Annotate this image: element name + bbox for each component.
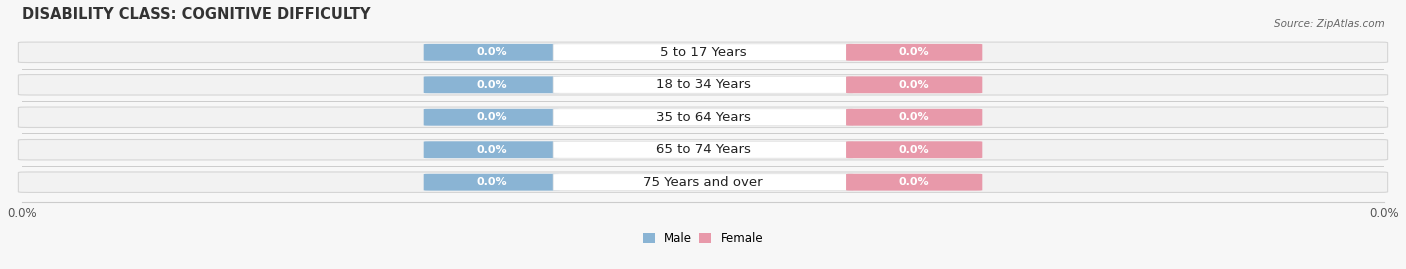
FancyBboxPatch shape: [846, 76, 983, 93]
FancyBboxPatch shape: [846, 109, 983, 126]
Text: 35 to 64 Years: 35 to 64 Years: [655, 111, 751, 124]
Text: 0.0%: 0.0%: [898, 80, 929, 90]
FancyBboxPatch shape: [553, 141, 853, 158]
FancyBboxPatch shape: [553, 76, 853, 93]
Text: DISABILITY CLASS: COGNITIVE DIFFICULTY: DISABILITY CLASS: COGNITIVE DIFFICULTY: [21, 7, 370, 22]
FancyBboxPatch shape: [423, 76, 560, 93]
FancyBboxPatch shape: [553, 44, 853, 61]
FancyBboxPatch shape: [18, 140, 1388, 160]
Text: 0.0%: 0.0%: [477, 47, 508, 57]
Text: 0.0%: 0.0%: [898, 145, 929, 155]
Text: 0.0%: 0.0%: [477, 80, 508, 90]
FancyBboxPatch shape: [18, 172, 1388, 192]
FancyBboxPatch shape: [423, 44, 560, 61]
Text: 5 to 17 Years: 5 to 17 Years: [659, 46, 747, 59]
Text: 0.0%: 0.0%: [898, 47, 929, 57]
Text: 0.0%: 0.0%: [477, 112, 508, 122]
FancyBboxPatch shape: [846, 44, 983, 61]
FancyBboxPatch shape: [423, 141, 560, 158]
FancyBboxPatch shape: [18, 75, 1388, 95]
FancyBboxPatch shape: [553, 109, 853, 126]
FancyBboxPatch shape: [423, 174, 560, 191]
FancyBboxPatch shape: [423, 109, 560, 126]
Text: 75 Years and over: 75 Years and over: [643, 176, 763, 189]
Text: 65 to 74 Years: 65 to 74 Years: [655, 143, 751, 156]
Text: Source: ZipAtlas.com: Source: ZipAtlas.com: [1274, 19, 1385, 29]
Text: 18 to 34 Years: 18 to 34 Years: [655, 78, 751, 91]
Text: 0.0%: 0.0%: [477, 145, 508, 155]
Text: 0.0%: 0.0%: [898, 112, 929, 122]
Text: 0.0%: 0.0%: [477, 177, 508, 187]
Text: 0.0%: 0.0%: [898, 177, 929, 187]
FancyBboxPatch shape: [18, 107, 1388, 128]
FancyBboxPatch shape: [846, 174, 983, 191]
FancyBboxPatch shape: [553, 174, 853, 191]
FancyBboxPatch shape: [846, 141, 983, 158]
Legend: Male, Female: Male, Female: [638, 227, 768, 250]
FancyBboxPatch shape: [18, 42, 1388, 63]
